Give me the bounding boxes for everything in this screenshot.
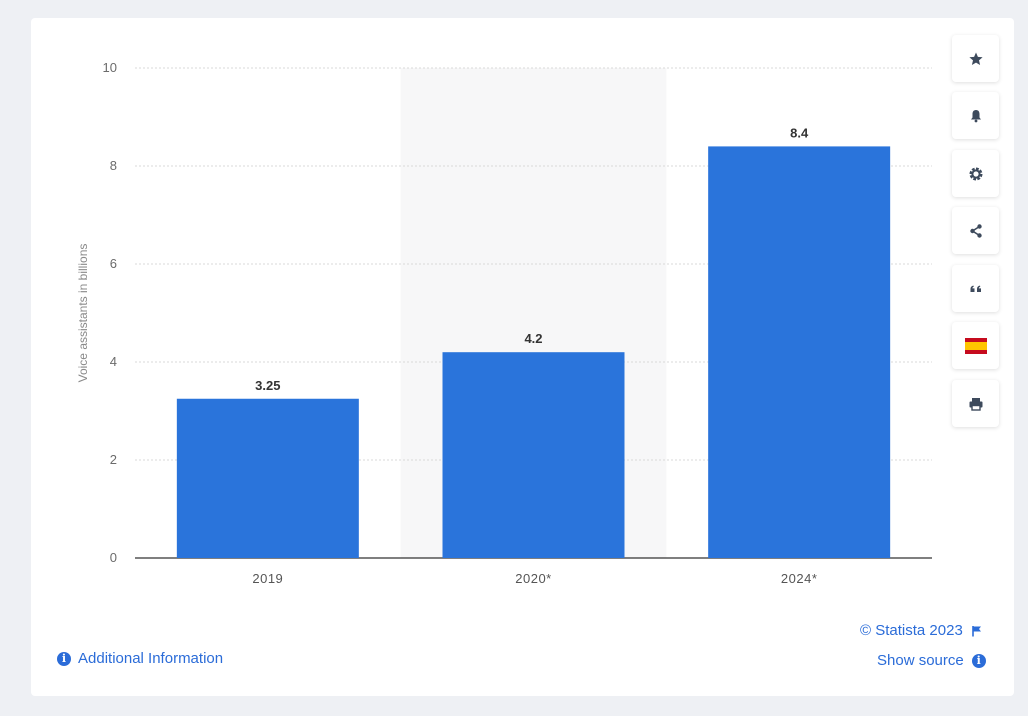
y-tick-label: 2 xyxy=(110,452,117,467)
bar[interactable] xyxy=(708,146,891,558)
print-button[interactable] xyxy=(952,380,999,427)
x-tick-label: 2024* xyxy=(781,571,817,586)
show-source-link[interactable]: Show source i xyxy=(877,652,986,669)
favorite-button[interactable] xyxy=(952,35,999,82)
y-axis-title: Voice assistants in billions xyxy=(76,244,90,383)
copyright-link[interactable]: © Statista 2023 xyxy=(860,622,983,639)
quote-icon xyxy=(970,285,981,292)
y-tick-label: 8 xyxy=(110,158,117,173)
additional-information-label: Additional Information xyxy=(78,650,224,667)
y-tick-label: 0 xyxy=(110,550,117,565)
info-icon: i xyxy=(971,653,986,668)
info-icon: i xyxy=(57,651,71,666)
language-button[interactable] xyxy=(952,322,999,369)
y-tick-label: 4 xyxy=(110,354,117,369)
copyright-text: © Statista 2023 xyxy=(860,622,963,639)
share-icon xyxy=(969,223,982,238)
star-icon xyxy=(968,52,983,65)
bar-chart: 0 2 4 6 8 10 3.25 2019 4.2 2020* 8.4 2024* Voice as… xyxy=(76,60,932,586)
data-label: 4.2 xyxy=(524,331,542,346)
gear-icon xyxy=(969,167,982,180)
settings-button[interactable] xyxy=(952,150,999,197)
spain-flag-icon xyxy=(964,337,987,354)
cite-button[interactable] xyxy=(952,265,999,312)
x-tick-label: 2020* xyxy=(515,571,551,586)
x-tick-label: 2019 xyxy=(252,571,283,586)
show-source-label: Show source xyxy=(877,652,964,669)
y-tick-label: 6 xyxy=(110,256,117,271)
share-button[interactable] xyxy=(952,207,999,254)
data-label: 3.25 xyxy=(255,378,280,393)
bar[interactable] xyxy=(442,352,625,558)
y-tick-label: 10 xyxy=(103,60,117,75)
chart-card: 0 2 4 6 8 10 3.25 2019 4.2 2020* 8.4 2024* Voice as… xyxy=(31,18,1014,696)
flag-icon xyxy=(971,625,981,636)
bar[interactable] xyxy=(176,398,359,558)
bell-icon xyxy=(970,109,981,122)
data-label: 8.4 xyxy=(790,125,809,140)
notification-button[interactable] xyxy=(952,92,999,139)
print-icon xyxy=(969,397,982,411)
additional-information-link[interactable]: i Additional Information xyxy=(57,650,223,667)
